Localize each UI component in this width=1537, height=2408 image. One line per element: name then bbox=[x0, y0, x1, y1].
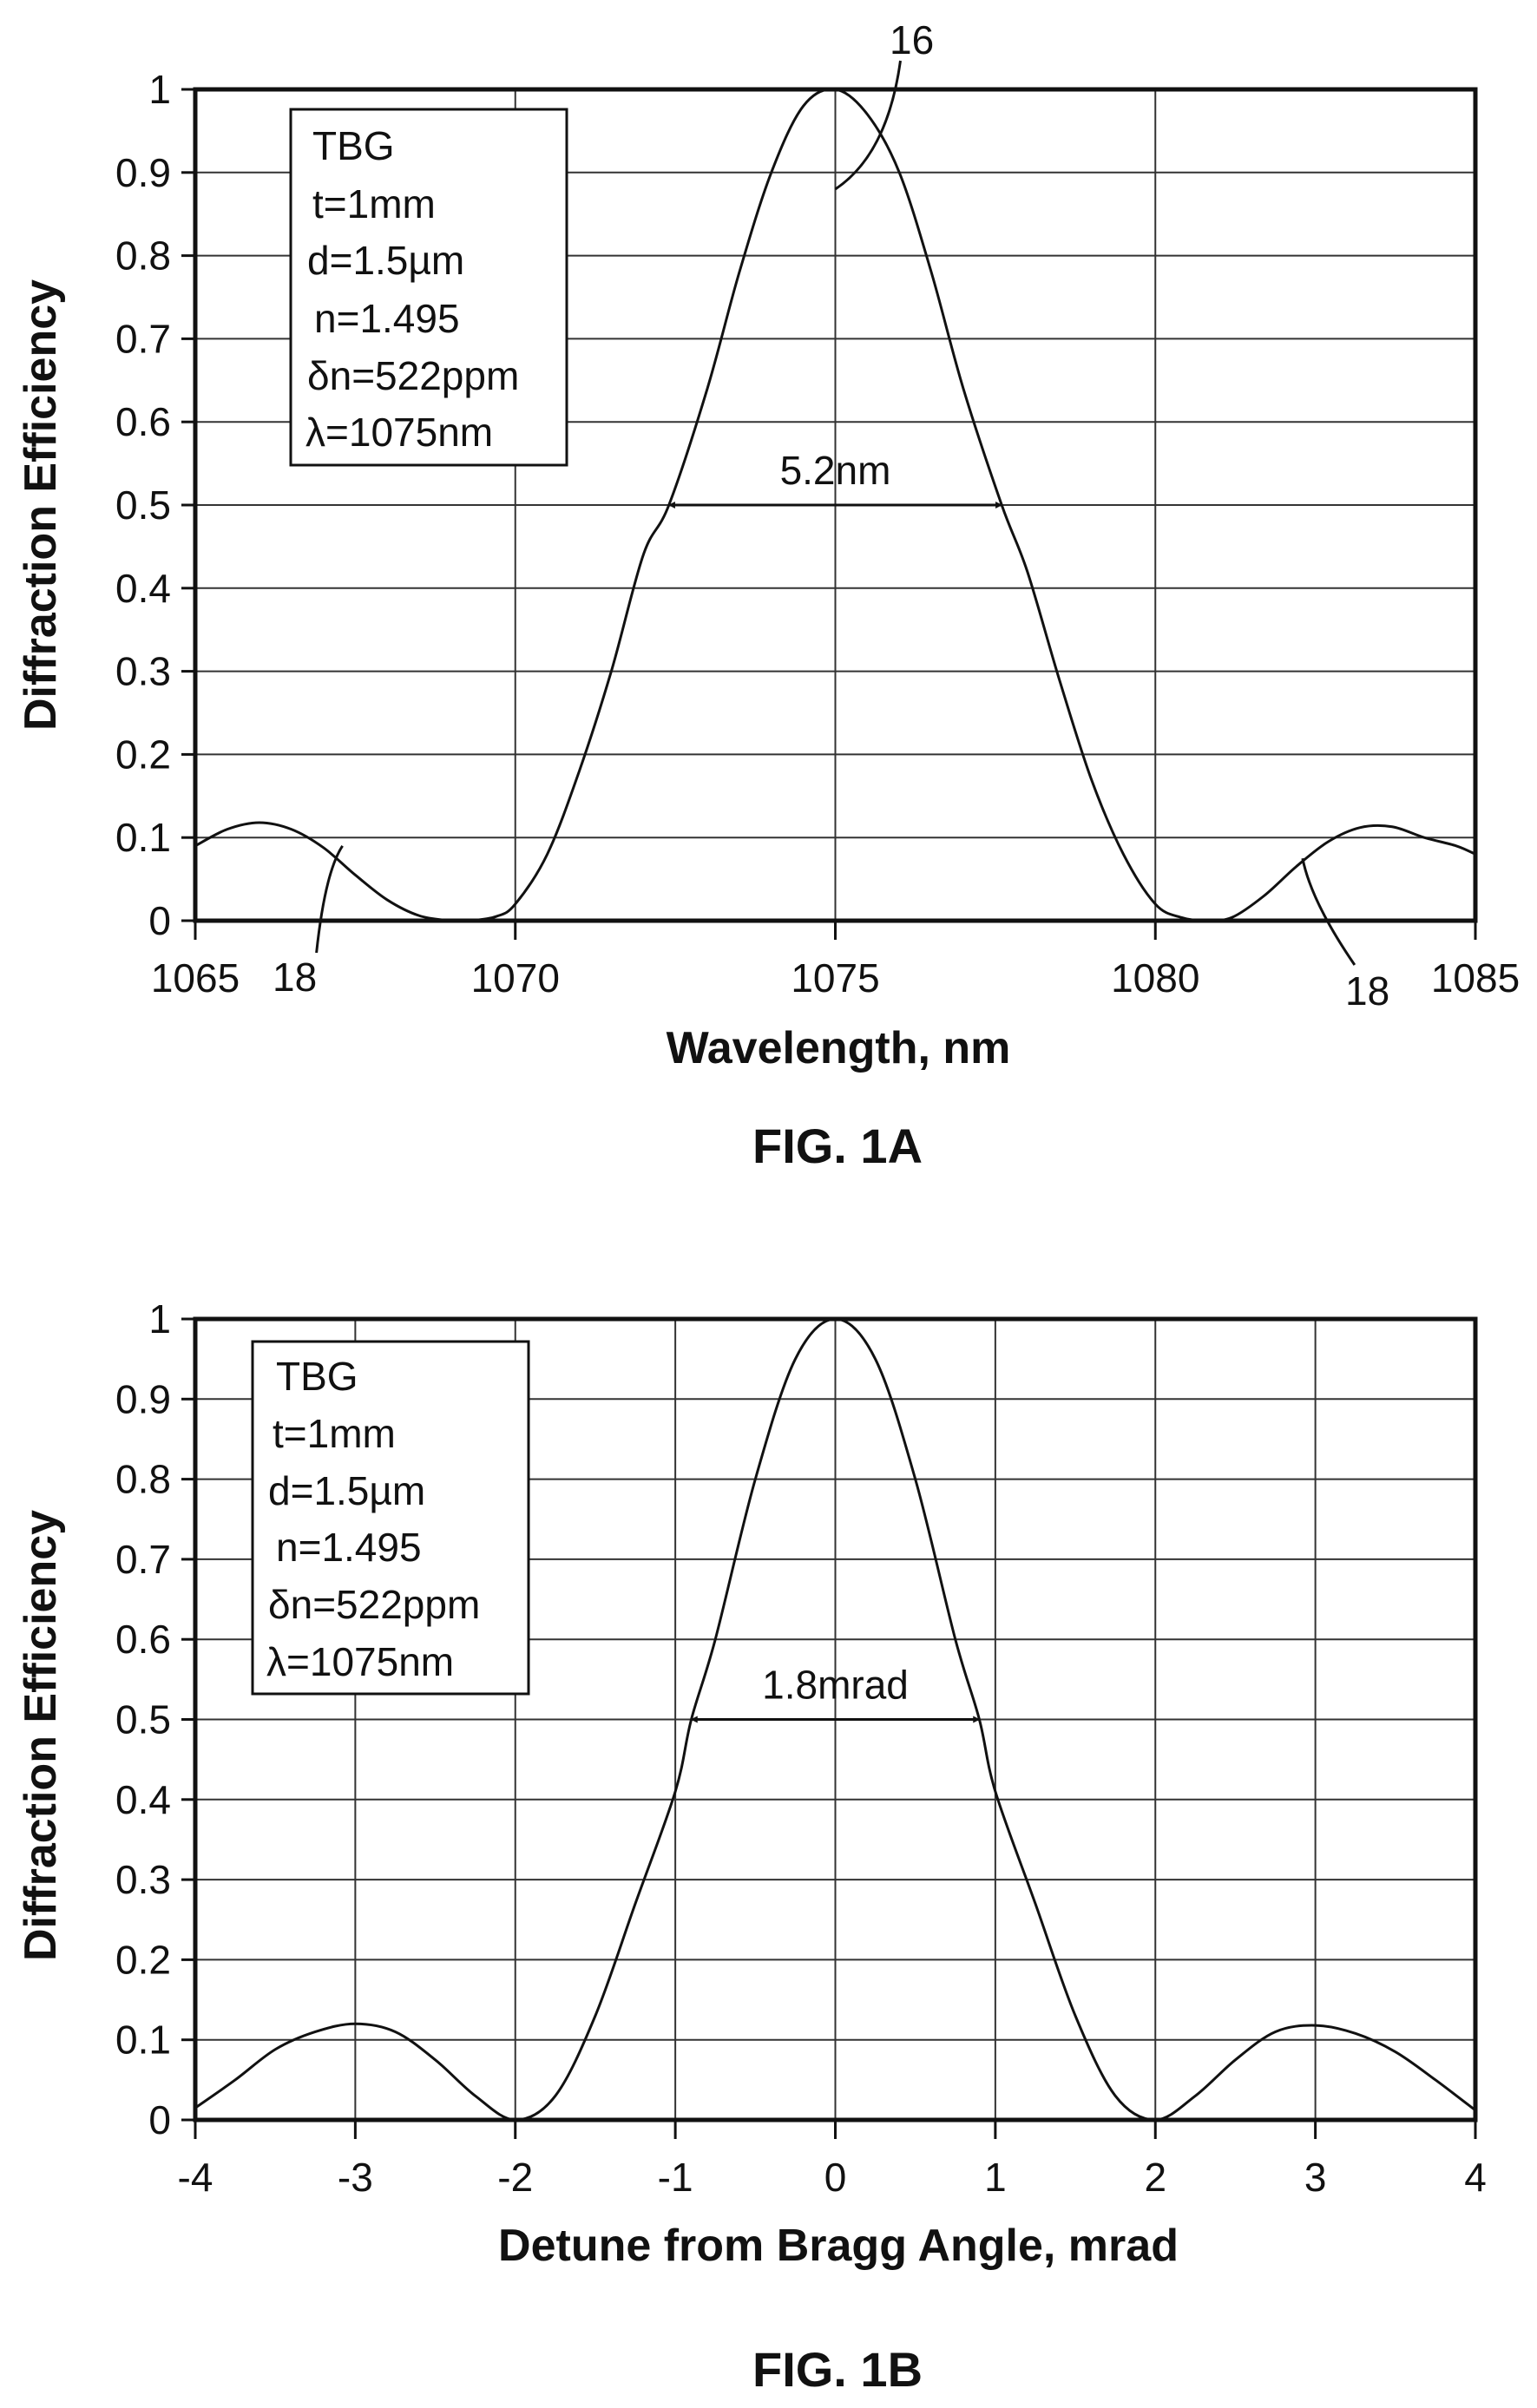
chart-fig1a-figure-label: FIG. 1A bbox=[752, 1119, 923, 1173]
chart-fig1a-y-tick-label: 0.2 bbox=[115, 732, 171, 777]
chart-fig1b-y-tick-label: 0.9 bbox=[115, 1376, 171, 1421]
chart-fig1b-y-tick-label: 0.5 bbox=[115, 1697, 171, 1742]
chart-fig1a-ref-18-left: 18 bbox=[273, 955, 317, 1000]
chart-fig1b-legend-line: d=1.5µm bbox=[268, 1468, 425, 1513]
chart-fig1b-y-tick-label: 0.7 bbox=[115, 1537, 171, 1582]
chart-fig1b-x-tick-label: -4 bbox=[178, 2155, 213, 2200]
chart-fig1b-legend-line: λ=1075nm bbox=[266, 1639, 454, 1684]
chart-fig1a-y-tick-label: 0.8 bbox=[115, 233, 171, 279]
chart-fig1b-y-tick-label: 0.8 bbox=[115, 1457, 171, 1502]
chart-fig1b-x-tick-label: -3 bbox=[338, 2155, 373, 2200]
chart-fig1a-ref-16-leader bbox=[834, 60, 902, 191]
chart-fig1b-x-tick-label: 0 bbox=[824, 2155, 847, 2200]
chart-fig1b-y-axis-label: Diffraction Efficiency bbox=[16, 1510, 66, 1961]
chart-fig1b-x-tick-label: 2 bbox=[1144, 2155, 1166, 2200]
chart-fig1b-y-tick-label: 0.3 bbox=[115, 1857, 171, 1902]
chart-fig1b-y-tick-label: 0.2 bbox=[115, 1937, 171, 1982]
chart-fig1b-x-tick-label: 4 bbox=[1464, 2155, 1487, 2200]
chart-fig1b-legend-line: δn=522ppm bbox=[268, 1582, 480, 1627]
chart-fig1b-y-tick-label: 0.1 bbox=[115, 2018, 171, 2063]
chart-fig1a: 00.10.20.30.40.50.60.70.80.91 1065 1070 10… bbox=[16, 17, 1520, 1173]
chart-fig1a-y-tick-label: 0.9 bbox=[115, 150, 171, 195]
chart-fig1b-fwhm-label: 1.8mrad bbox=[762, 1663, 909, 1708]
chart-fig1b-x-tick-label: 1 bbox=[984, 2155, 1007, 2200]
chart-fig1b-x-axis-label: Detune from Bragg Angle, mrad bbox=[498, 2221, 1179, 2271]
chart-fig1b-x-tick-label: -2 bbox=[497, 2155, 533, 2200]
chart-fig1b-y-tick-label: 0.6 bbox=[115, 1617, 171, 1662]
chart-fig1b-figure-label: FIG. 1B bbox=[752, 2342, 923, 2397]
chart-fig1a-legend-line: d=1.5µm bbox=[307, 238, 464, 283]
chart-fig1a-y-tick-label: 0.3 bbox=[115, 649, 171, 694]
chart-fig1b-x-tick-label: 3 bbox=[1304, 2155, 1327, 2200]
chart-fig1a-x-tick-label: 1080 bbox=[1111, 955, 1199, 1001]
chart-fig1a-y-tick-label: 0 bbox=[148, 898, 171, 943]
chart-fig1b-legend-line: t=1mm bbox=[273, 1411, 396, 1456]
chart-fig1b-y-tick-label: 0.4 bbox=[115, 1777, 171, 1822]
chart-fig1a-legend-line: n=1.495 bbox=[314, 296, 460, 341]
chart-fig1a-x-axis-label: Wavelength, nm bbox=[667, 1023, 1011, 1073]
chart-fig1a-legend-line: δn=522ppm bbox=[307, 353, 519, 398]
chart-fig1a-ref-16: 16 bbox=[890, 17, 934, 62]
chart-fig1b: 0 0.1 0.2 0.3 0.4 0.5 0.6 0.7 0.8 0.9 1 -4 -3 -2 -1 0 1… bbox=[16, 1296, 1487, 2397]
chart-fig1a-ref-18-right-leader bbox=[1301, 857, 1356, 966]
chart-fig1a-x-tick-label: 1070 bbox=[471, 955, 560, 1001]
chart-fig1a-y-axis-label: Diffraction Efficiency bbox=[16, 279, 66, 731]
chart-fig1a-y-tick-label: 0.7 bbox=[115, 316, 171, 361]
chart-fig1b-y-tick-label: 0 bbox=[148, 2097, 171, 2142]
chart-fig1a-legend-line: TBG bbox=[312, 123, 395, 168]
chart-fig1a-legend-line: t=1mm bbox=[312, 181, 436, 226]
chart-fig1a-y-tick-label: 0.5 bbox=[115, 482, 171, 528]
chart-fig1b-y-tick-label: 1 bbox=[148, 1296, 171, 1342]
chart-fig1a-x-ticks: 1065 1070 1075 1080 1085 bbox=[151, 921, 1520, 1001]
chart-fig1a-legend-line: λ=1075nm bbox=[305, 410, 493, 455]
chart-fig1b-legend-box bbox=[251, 1340, 530, 1696]
chart-fig1a-x-tick-label: 1075 bbox=[791, 955, 879, 1001]
chart-fig1a-x-tick-label: 1065 bbox=[151, 955, 240, 1001]
chart-fig1a-ref-18-left-leader bbox=[315, 844, 344, 954]
chart-fig1a-fwhm-label: 5.2nm bbox=[780, 448, 891, 493]
chart-fig1a-y-tick-label: 0.4 bbox=[115, 566, 171, 611]
chart-fig1b-legend-line: TBG bbox=[276, 1354, 358, 1399]
chart-fig1b-y-ticks: 0 0.1 0.2 0.3 0.4 0.5 0.6 0.7 0.8 0.9 1 bbox=[115, 1296, 195, 2142]
chart-fig1a-ref-18-right: 18 bbox=[1345, 968, 1389, 1014]
chart-fig1a-x-tick-label: 1085 bbox=[1431, 955, 1520, 1001]
chart-fig1a-y-tick-label: 0.1 bbox=[115, 815, 171, 860]
chart-fig1b-x-ticks: -4 -3 -2 -1 0 1 2 3 4 bbox=[178, 2120, 1487, 2200]
chart-fig1a-y-tick-label: 0.6 bbox=[115, 399, 171, 444]
chart-fig1a-legend-box bbox=[289, 108, 568, 467]
chart-fig1b-legend-line: n=1.495 bbox=[276, 1525, 422, 1570]
chart-fig1a-y-ticks: 0 0.1 0.2 0.3 0.4 0.5 0.6 0.7 0.8 0.9 1 bbox=[115, 67, 195, 943]
chart-fig1a-y-tick-label: 1 bbox=[148, 67, 171, 112]
chart-fig1b-x-tick-label: -1 bbox=[658, 2155, 693, 2200]
